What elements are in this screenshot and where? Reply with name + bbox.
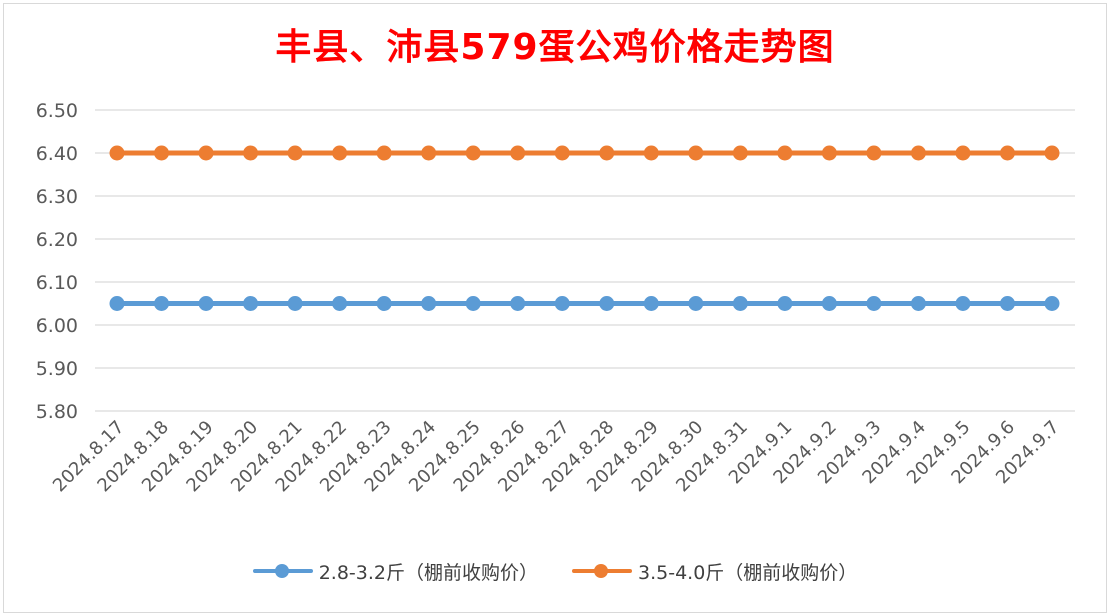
data-point-series-2 xyxy=(421,145,437,161)
data-point-series-1 xyxy=(732,296,748,311)
y-tick-label: 5.90 xyxy=(36,358,78,380)
data-point-series-2 xyxy=(332,145,348,161)
data-point-series-2 xyxy=(688,145,704,161)
data-point-series-2 xyxy=(821,145,837,161)
data-point-series-1 xyxy=(777,296,793,311)
legend-item-series-1: 2.8-3.2斤（棚前收购价） xyxy=(252,558,538,585)
data-point-series-2 xyxy=(465,145,481,161)
data-point-series-1 xyxy=(643,296,659,311)
data-point-series-1 xyxy=(465,296,481,311)
data-point-series-1 xyxy=(332,296,348,311)
data-point-series-1 xyxy=(243,296,259,311)
data-point-series-1 xyxy=(421,296,437,311)
y-tick-label: 6.50 xyxy=(36,100,78,122)
y-tick-label: 6.40 xyxy=(36,143,78,165)
data-point-series-2 xyxy=(198,145,214,161)
data-point-series-1 xyxy=(1044,296,1060,311)
data-point-series-1 xyxy=(955,296,971,311)
legend-swatch-series-1 xyxy=(252,561,313,581)
data-point-series-2 xyxy=(554,145,570,161)
y-tick-label: 6.30 xyxy=(36,186,78,208)
data-point-series-2 xyxy=(243,145,259,161)
data-point-series-2 xyxy=(777,145,793,161)
y-tick-label: 6.00 xyxy=(36,315,78,337)
data-point-series-2 xyxy=(376,145,392,161)
y-tick-label: 5.80 xyxy=(36,401,78,423)
data-point-series-2 xyxy=(910,145,926,161)
data-point-series-2 xyxy=(732,145,748,161)
data-point-series-2 xyxy=(154,145,170,161)
data-point-series-2 xyxy=(599,145,615,161)
data-point-series-1 xyxy=(287,296,303,311)
data-point-series-1 xyxy=(510,296,526,311)
data-point-series-2 xyxy=(287,145,303,161)
legend: 2.8-3.2斤（棚前收购价） 3.5-4.0斤（棚前收购价） xyxy=(0,556,1110,586)
data-point-series-1 xyxy=(688,296,704,311)
y-tick-label: 6.10 xyxy=(36,272,78,294)
data-point-series-1 xyxy=(821,296,837,311)
data-point-series-1 xyxy=(866,296,882,311)
data-point-series-1 xyxy=(599,296,615,311)
data-point-series-1 xyxy=(154,296,170,311)
data-point-series-2 xyxy=(510,145,526,161)
data-point-series-2 xyxy=(955,145,971,161)
legend-label-series-1: 2.8-3.2斤（棚前收购价） xyxy=(318,561,538,584)
chart-title: 丰县、沛县579蛋公鸡价格走势图 xyxy=(275,27,835,68)
data-point-series-2 xyxy=(109,145,125,161)
data-point-series-1 xyxy=(376,296,392,311)
data-point-series-2 xyxy=(866,145,882,161)
data-point-series-1 xyxy=(910,296,926,311)
data-point-series-2 xyxy=(999,145,1015,161)
data-point-series-2 xyxy=(1044,145,1060,161)
y-tick-label: 6.20 xyxy=(36,229,78,251)
legend-label-series-2: 3.5-4.0斤（棚前收购价） xyxy=(638,561,858,584)
data-point-series-1 xyxy=(109,296,125,311)
data-point-series-1 xyxy=(554,296,570,311)
data-point-series-1 xyxy=(999,296,1015,311)
data-point-series-1 xyxy=(198,296,214,311)
data-point-series-2 xyxy=(643,145,659,161)
legend-swatch-series-2 xyxy=(572,561,632,581)
legend-item-series-2: 3.5-4.0斤（棚前收购价） xyxy=(572,558,857,585)
